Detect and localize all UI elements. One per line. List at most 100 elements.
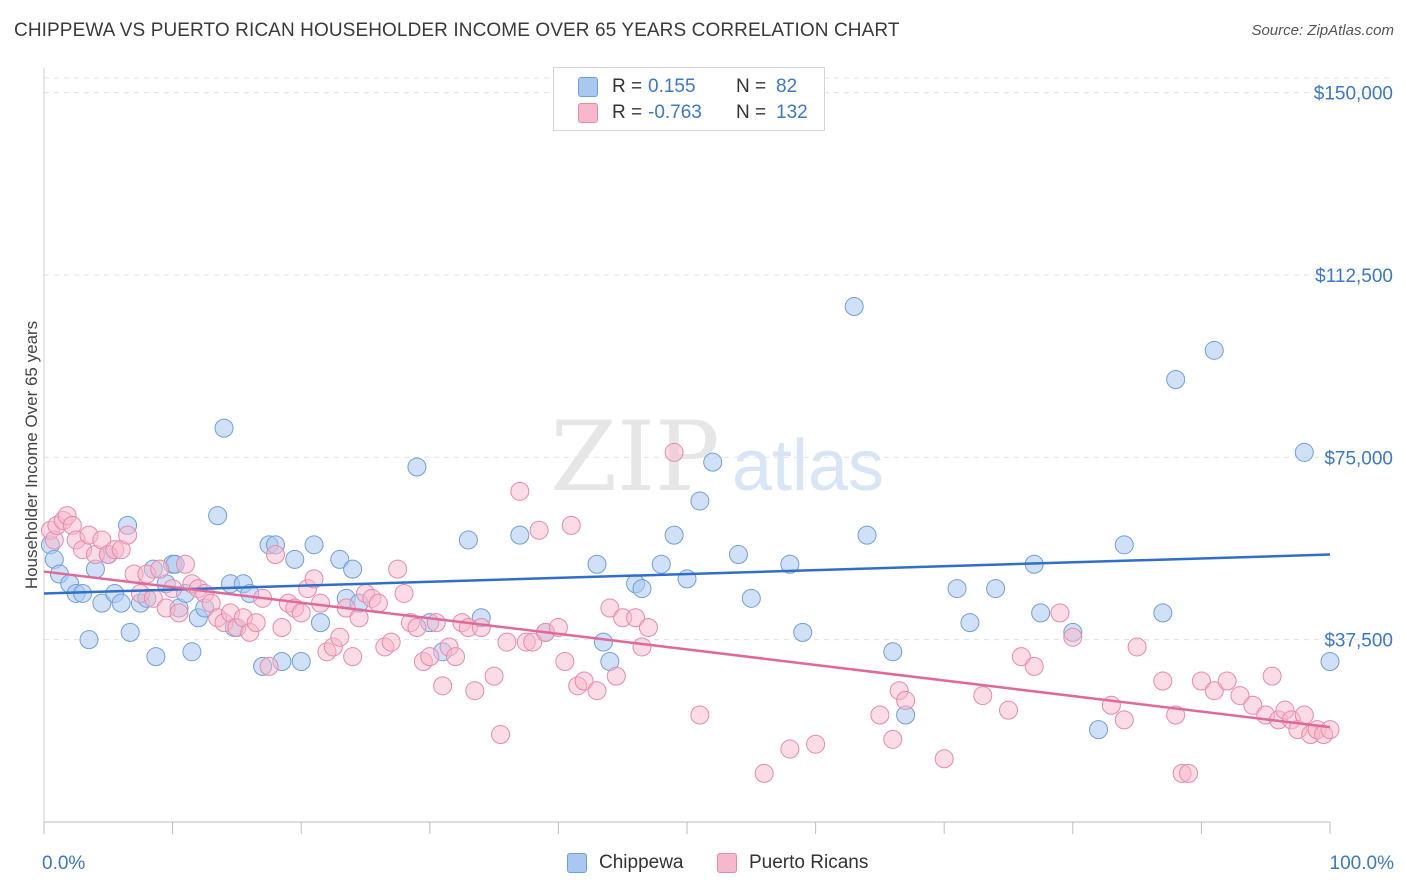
puerto-ricans-point — [690, 705, 710, 725]
chippewa-point — [79, 630, 99, 650]
chippewa-point — [793, 622, 813, 642]
puerto-ricans-point — [555, 652, 575, 672]
chippewa-point — [120, 622, 140, 642]
puerto-ricans-point — [491, 724, 511, 744]
puerto-ricans-point — [934, 749, 954, 769]
puerto-ricans-point — [1217, 671, 1237, 691]
puerto-ricans-point — [780, 739, 800, 759]
puerto-ricans-point — [606, 666, 626, 686]
trend-lines — [43, 553, 1331, 729]
puerto-ricans-point — [870, 705, 890, 725]
chippewa-points — [40, 297, 1340, 740]
puerto-ricans-point — [433, 676, 453, 696]
chippewa-point — [960, 613, 980, 633]
r-value: -0.763 — [648, 102, 702, 123]
legend-item-puerto-ricans: Puerto Ricans — [717, 852, 868, 874]
chippewa-point — [703, 452, 723, 472]
chippewa-point — [1204, 340, 1224, 360]
puerto-ricans-point — [484, 666, 504, 686]
chippewa-point — [664, 525, 684, 545]
legend-row-chippewa: R = 0.155 N = 82 — [578, 75, 797, 99]
chippewa-point — [304, 535, 324, 555]
puerto-ricans-point — [1294, 705, 1314, 725]
legend-label-chippewa: Chippewa — [599, 852, 684, 873]
puerto-ricans-point — [330, 627, 350, 647]
puerto-ricans-point — [638, 617, 658, 637]
chart-title: CHIPPEWA VS PUERTO RICAN HOUSEHOLDER INC… — [14, 20, 900, 41]
puerto-ricans-point — [259, 656, 279, 676]
puerto-ricans-point — [169, 603, 189, 623]
y-tick-label: $112,500 — [1315, 266, 1393, 287]
chippewa-point — [741, 588, 761, 608]
chippewa-point — [1320, 652, 1340, 672]
chippewa-point — [111, 593, 131, 613]
puerto-ricans-point — [1262, 666, 1282, 686]
puerto-ricans-point — [883, 729, 903, 749]
r-label: R = — [612, 76, 643, 97]
watermark-zip: ZIP — [550, 401, 719, 513]
puerto-ricans-point — [574, 671, 594, 691]
puerto-ricans-point — [175, 554, 195, 574]
puerto-ricans-point — [150, 559, 170, 579]
puerto-ricans-point — [1204, 681, 1224, 701]
puerto-ricans-point — [973, 686, 993, 706]
chippewa-point — [1031, 603, 1051, 623]
chippewa-point — [1166, 369, 1186, 389]
puerto-ricans-point — [465, 681, 485, 701]
puerto-ricans-point — [497, 632, 517, 652]
x-tick-label-max: 100.0% — [1330, 853, 1395, 874]
puerto-ricans-point — [510, 481, 530, 501]
puerto-ricans-point — [407, 617, 427, 637]
y-axis-label: Householder Income Over 65 years — [22, 321, 41, 589]
chippewa-point — [330, 549, 350, 569]
puerto-ricans-point — [999, 700, 1018, 720]
puerto-ricans-point — [265, 545, 285, 565]
puerto-ricans-point — [896, 690, 916, 710]
puerto-ricans-point — [664, 442, 684, 462]
source-label: Source: ZipAtlas.com — [1251, 22, 1394, 39]
puerto-ricans-point — [304, 569, 324, 589]
chippewa-point — [510, 525, 530, 545]
legend-swatch-chippewa — [578, 77, 598, 97]
chippewa-point — [146, 647, 166, 667]
n-value: 82 — [776, 76, 798, 97]
chippewa-point — [844, 297, 864, 317]
chippewa-point — [1153, 603, 1173, 623]
puerto-ricans-point — [420, 647, 440, 667]
watermark: ZIP atlas — [550, 401, 884, 513]
y-tick-label: $75,000 — [1324, 448, 1393, 469]
chippewa-point — [986, 579, 1006, 599]
puerto-ricans-point — [1179, 763, 1199, 783]
chippewa-point — [651, 554, 671, 574]
puerto-ricans-point — [1024, 656, 1044, 676]
puerto-ricans-point — [1191, 671, 1211, 691]
puerto-ricans-point — [561, 515, 581, 535]
chippewa-point — [728, 545, 748, 565]
r-label: R = — [612, 102, 643, 123]
puerto-ricans-point — [246, 613, 266, 633]
puerto-ricans-point — [523, 632, 543, 652]
chippewa-point — [407, 457, 427, 477]
puerto-ricans-point — [1320, 720, 1340, 740]
legend-row-puerto-ricans: R = -0.763 N = 132 — [578, 101, 808, 125]
legend-swatch-puerto-ricans — [717, 853, 737, 873]
puerto-ricans-point — [1230, 686, 1250, 706]
puerto-ricans-point — [1114, 710, 1134, 730]
chippewa-point — [947, 579, 967, 599]
chippewa-point — [310, 613, 330, 633]
n-label: N = — [736, 76, 767, 97]
chippewa-point — [291, 652, 311, 672]
puerto-ricans-point — [1063, 627, 1083, 647]
puerto-ricans-point — [118, 525, 138, 545]
chippewa-point — [214, 418, 234, 438]
axes — [43, 68, 1331, 834]
puerto-ricans-point — [587, 681, 607, 701]
puerto-ricans-point — [446, 647, 466, 667]
puerto-ricans-point — [806, 734, 826, 754]
legend-label-puerto-ricans: Puerto Ricans — [749, 852, 869, 873]
puerto-ricans-point — [1153, 671, 1173, 691]
y-tick-label: $37,500 — [1324, 631, 1393, 652]
chippewa-point — [343, 559, 363, 579]
legend-item-chippewa: Chippewa — [567, 852, 684, 874]
puerto-ricans-point — [529, 520, 549, 540]
